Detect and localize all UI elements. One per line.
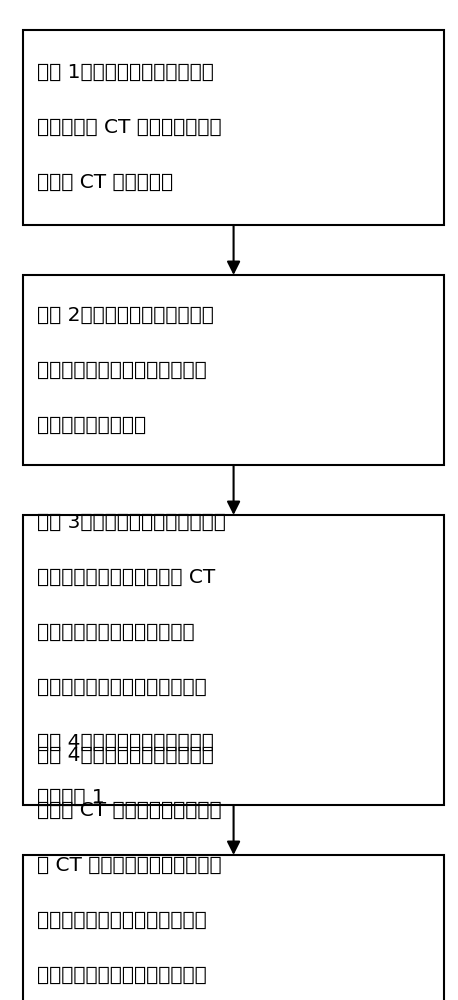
Text: 时突变量及实时幅值判断系统是: 时突变量及实时幅值判断系统是 bbox=[37, 360, 207, 379]
Bar bbox=[23, 275, 444, 465]
Text: 和零序 CT 的零序电流: 和零序 CT 的零序电流 bbox=[37, 173, 173, 192]
Text: 算；若两个信号的关联度不超过: 算；若两个信号的关联度不超过 bbox=[37, 910, 207, 930]
Text: 利用中性点零序电压和三相 CT: 利用中性点零序电压和三相 CT bbox=[37, 568, 215, 587]
Text: 的合成零序电流进行第一次选: 的合成零序电流进行第一次选 bbox=[37, 623, 194, 642]
Text: 步骤 4；若判断为母线故障，则: 步骤 4；若判断为母线故障，则 bbox=[37, 733, 213, 752]
Bar bbox=[23, 515, 444, 805]
Text: 步骤 2，根据中性点零序电压实: 步骤 2，根据中性点零序电压实 bbox=[37, 306, 213, 324]
Text: 电压、三相 CT 的合成零序电流: 电压、三相 CT 的合成零序电流 bbox=[37, 118, 221, 137]
Text: 设定阈值，则判断故障发生在线: 设定阈值，则判断故障发生在线 bbox=[37, 966, 207, 984]
Text: 对三相 CT 的合成零序电流和零: 对三相 CT 的合成零序电流和零 bbox=[37, 800, 221, 820]
Bar bbox=[23, 30, 444, 225]
Bar bbox=[23, 855, 444, 1000]
Text: 步骤 3，当发生单相接地故障时，: 步骤 3，当发生单相接地故障时， bbox=[37, 513, 225, 532]
Text: 序 CT 的零序电流进行关联度计: 序 CT 的零序电流进行关联度计 bbox=[37, 856, 221, 874]
Text: 步骤 4，基于灰色关联度分析法: 步骤 4，基于灰色关联度分析法 bbox=[37, 746, 213, 764]
Text: 步骤 1，采集配电网中性点零序: 步骤 1，采集配电网中性点零序 bbox=[37, 63, 213, 82]
Text: 否发生单相接地故障: 否发生单相接地故障 bbox=[37, 415, 146, 434]
Text: 返回步骤 1: 返回步骤 1 bbox=[37, 788, 104, 807]
Text: 线，若判断为线路故障，则进入: 线，若判断为线路故障，则进入 bbox=[37, 678, 207, 697]
